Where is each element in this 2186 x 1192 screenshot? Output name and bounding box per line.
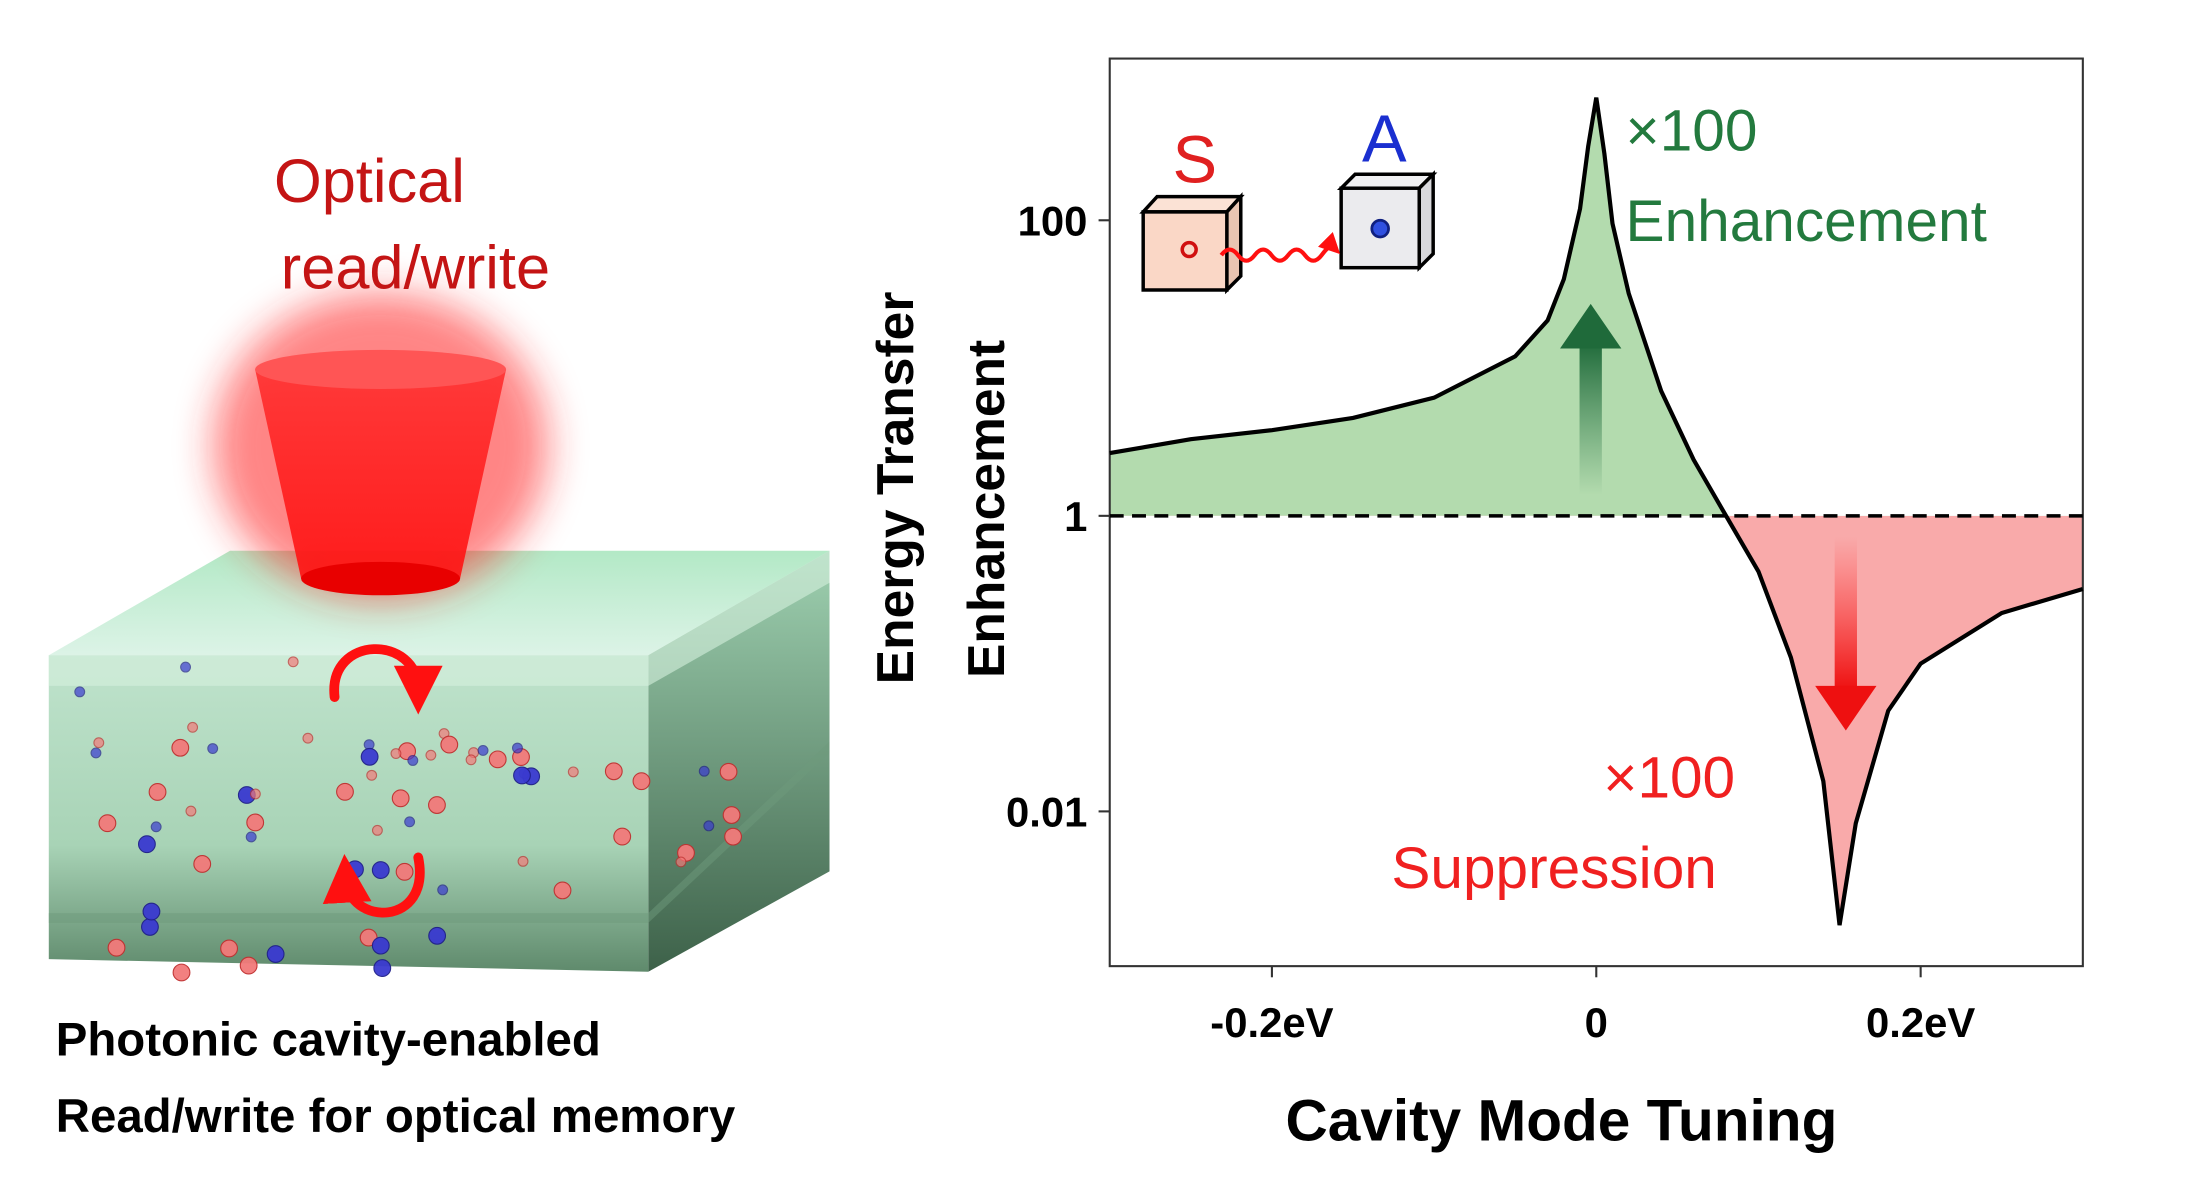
molecule <box>613 827 632 846</box>
molecule <box>366 769 378 781</box>
annotation: A <box>1362 102 1407 177</box>
molecule <box>675 856 687 868</box>
optical-beam <box>213 292 548 600</box>
molecule <box>513 766 531 785</box>
molecule <box>373 959 392 978</box>
molecule <box>142 902 161 921</box>
molecule <box>336 782 354 801</box>
y-tick-label: 1 <box>1064 493 1087 540</box>
annotation: Enhancement <box>1626 189 1987 254</box>
molecule <box>185 805 197 817</box>
slab-top <box>48 550 830 656</box>
molecule <box>517 855 529 867</box>
molecule <box>440 735 459 754</box>
x-axis-label: Cavity Mode Tuning <box>1285 1088 1837 1153</box>
molecule <box>632 772 651 791</box>
title-line: read/write <box>281 233 550 302</box>
molecule <box>180 661 191 673</box>
molecule <box>220 939 239 958</box>
molecule <box>407 755 419 766</box>
molecule <box>107 938 126 957</box>
molecule <box>171 738 190 757</box>
top-layer <box>48 550 830 686</box>
y-axis-label: Enhancement <box>957 340 1015 678</box>
caption-line: Read/write for optical memory <box>56 1090 736 1143</box>
molecule <box>74 686 86 698</box>
molecule <box>719 762 738 781</box>
molecule <box>477 745 489 756</box>
molecule <box>90 747 102 759</box>
molecule <box>187 721 199 733</box>
molecule <box>137 835 156 854</box>
molecule <box>425 749 437 761</box>
molecule <box>465 754 477 766</box>
molecule <box>428 796 446 814</box>
molecule <box>512 742 523 754</box>
annotation: S <box>1172 123 1217 198</box>
molecule <box>287 656 299 668</box>
molecule <box>150 821 162 833</box>
molecule <box>371 824 383 836</box>
x-tick-label: 0.2eV <box>1866 999 1975 1046</box>
x-tick-label: -0.2eV <box>1210 999 1333 1046</box>
molecule <box>722 806 741 824</box>
cavity-illustration: Optical read/write Photonic cavity-enabl… <box>48 146 830 1143</box>
molecule <box>207 743 219 754</box>
molecule <box>249 788 261 800</box>
molecule <box>724 827 742 846</box>
molecule <box>93 737 105 749</box>
trend-arrows <box>1560 303 1877 731</box>
molecule <box>246 813 265 832</box>
x-tick-label: 0 <box>1585 999 1608 1046</box>
molecule <box>404 816 416 828</box>
slab-front <box>48 655 649 972</box>
molecule <box>239 956 258 975</box>
annotation: Suppression <box>1391 836 1716 901</box>
y-tick-label: 100 <box>1018 198 1088 245</box>
molecule <box>395 862 414 881</box>
molecule <box>172 963 191 982</box>
molecule <box>428 926 447 945</box>
molecule <box>371 936 390 955</box>
molecule <box>437 884 449 896</box>
molecule <box>245 831 257 843</box>
y-tick-label: 0.01 <box>1006 789 1087 836</box>
molecule <box>390 748 402 759</box>
molecule <box>604 762 623 781</box>
curve <box>1109 97 2084 926</box>
molecule <box>553 881 572 900</box>
molecule <box>391 789 410 808</box>
molecule <box>698 765 710 777</box>
transfer-icon <box>1139 170 1438 295</box>
molecule <box>703 820 715 832</box>
molecules <box>74 656 742 982</box>
molecule <box>302 732 314 744</box>
molecule <box>141 917 159 936</box>
molecule <box>488 750 507 769</box>
y-axis-label: Energy Transfer <box>866 292 924 685</box>
enhancement-area <box>1109 97 2083 516</box>
molecule <box>266 945 285 963</box>
title-line: Optical <box>274 146 465 215</box>
molecule <box>371 861 390 879</box>
cycle-arrows <box>322 644 443 918</box>
caption-line: Photonic cavity-enabled <box>56 1013 601 1066</box>
molecule <box>360 747 379 766</box>
molecule <box>148 783 167 801</box>
annotation: ×100 <box>1626 99 1758 164</box>
annotation: ×100 <box>1603 745 1735 810</box>
molecule <box>193 855 212 873</box>
molecule <box>98 814 117 833</box>
molecule <box>567 766 579 778</box>
